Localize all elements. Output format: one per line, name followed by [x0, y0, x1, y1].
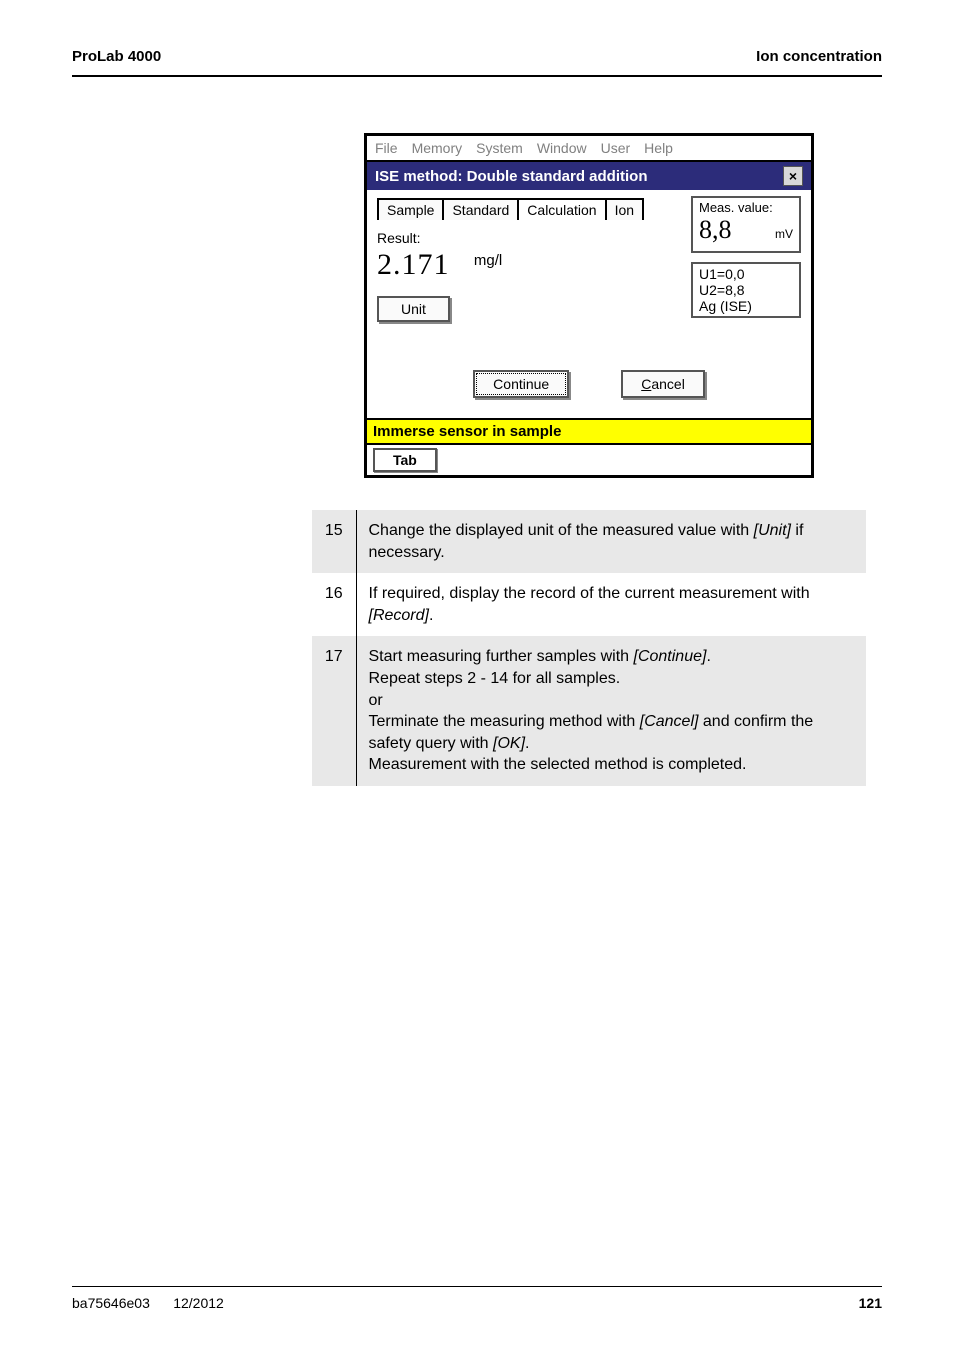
status-message: Immerse sensor in sample: [367, 418, 811, 443]
cancel-accesskey: C: [641, 376, 651, 392]
tab-calculation[interactable]: Calculation: [517, 198, 606, 220]
cancel-button[interactable]: Cancel: [621, 370, 705, 398]
result-value: 2.171: [377, 248, 450, 282]
page-number: 121: [859, 1295, 882, 1311]
table-row: 17Start measuring further samples with […: [312, 636, 866, 786]
app-window: File Memory System Window User Help ISE …: [364, 133, 814, 478]
menu-file[interactable]: File: [375, 140, 398, 156]
u1-line: U1=0,0: [699, 266, 793, 282]
unit-value: mg/l: [474, 252, 502, 269]
u-panel: U1=0,0 U2=8,8 Ag (ISE): [691, 262, 801, 318]
step-text: Start measuring further samples with [Co…: [356, 636, 866, 786]
step-number: 15: [312, 510, 356, 573]
menu-memory[interactable]: Memory: [412, 140, 463, 156]
close-icon[interactable]: ×: [783, 166, 803, 186]
step-text: Change the displayed unit of the measure…: [356, 510, 866, 573]
menu-window[interactable]: Window: [537, 140, 587, 156]
client-area: Sample Standard Calculation Ion Meas. va…: [367, 190, 811, 418]
page-footer: ba75646e03 12/2012 121: [72, 1286, 882, 1311]
menu-system[interactable]: System: [476, 140, 523, 156]
meas-label: Meas. value:: [699, 200, 793, 215]
tab-sample[interactable]: Sample: [377, 198, 444, 220]
button-row: Continue Cancel: [377, 370, 801, 398]
window-title: ISE method: Double standard addition: [375, 168, 648, 185]
step-number: 17: [312, 636, 356, 786]
header-left: ProLab 4000: [72, 48, 161, 65]
content-area: File Memory System Window User Help ISE …: [72, 77, 882, 786]
titlebar: ISE method: Double standard addition ×: [367, 162, 811, 190]
result-block: Result: 2.171 Unit: [377, 230, 450, 322]
status-bar-2: Tab: [367, 443, 811, 475]
continue-button[interactable]: Continue: [473, 370, 569, 398]
u2-line: U2=8,8: [699, 282, 793, 298]
tab-standard[interactable]: Standard: [442, 198, 519, 220]
tab-ion[interactable]: Ion: [605, 198, 644, 220]
table-row: 16If required, display the record of the…: [312, 573, 866, 636]
step-text: If required, display the record of the c…: [356, 573, 866, 636]
steps-table: 15Change the displayed unit of the measu…: [312, 510, 866, 786]
menu-user[interactable]: User: [601, 140, 631, 156]
header-right: Ion concentration: [756, 48, 882, 65]
footer-doc: ba75646e03: [72, 1295, 150, 1311]
footer-date: 12/2012: [173, 1295, 224, 1311]
page-header: ProLab 4000 Ion concentration: [72, 48, 882, 77]
menu-help[interactable]: Help: [644, 140, 673, 156]
status-tab: Tab: [373, 448, 437, 472]
footer-left: ba75646e03 12/2012: [72, 1295, 224, 1311]
table-row: 15Change the displayed unit of the measu…: [312, 510, 866, 573]
unit-button[interactable]: Unit: [377, 296, 450, 322]
menubar: File Memory System Window User Help: [367, 136, 811, 162]
result-label: Result:: [377, 230, 450, 246]
step-number: 16: [312, 573, 356, 636]
ag-line: Ag (ISE): [699, 298, 793, 314]
cancel-rest: ancel: [651, 376, 684, 392]
